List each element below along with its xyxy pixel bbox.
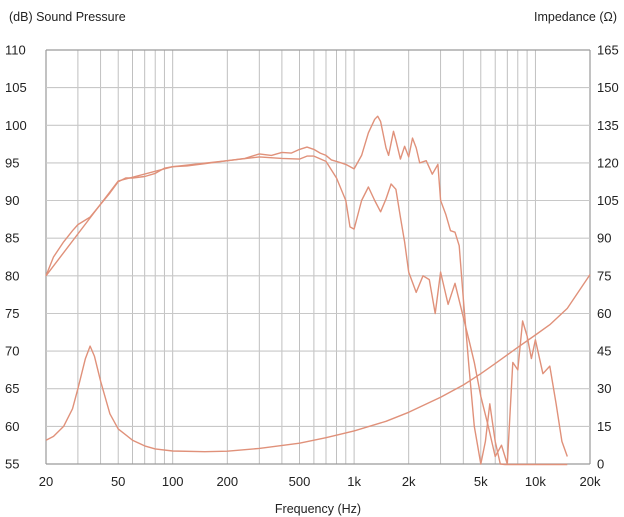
y-right-tick-label: 0 (597, 457, 604, 472)
y-right-tick-label: 90 (597, 231, 611, 246)
y-right-tick-label: 135 (597, 118, 619, 133)
y-left-tick-label: 75 (5, 306, 19, 321)
y-left-tick-label: 85 (5, 231, 19, 246)
y-right-tick-label: 75 (597, 268, 611, 283)
x-tick-label: 100 (162, 474, 184, 489)
x-tick-label: 20k (580, 474, 601, 489)
left-axis-title: (dB) Sound Pressure (9, 10, 126, 24)
y-left-tick-label: 80 (5, 268, 19, 283)
vertical-grid (45, 50, 591, 464)
y-right-tick-label: 45 (597, 344, 611, 359)
y-left-tick-label: 90 (5, 193, 19, 208)
y-right-tick-label: 60 (597, 306, 611, 321)
tick-labels: 1101051009590858075706560551651501351201… (5, 43, 619, 490)
x-tick-label: 5k (474, 474, 488, 489)
x-tick-label: 20 (39, 474, 53, 489)
y-left-tick-label: 60 (5, 419, 19, 434)
y-left-tick-label: 95 (5, 155, 19, 170)
y-left-tick-label: 55 (5, 457, 19, 472)
x-tick-label: 2k (402, 474, 416, 489)
y-left-tick-label: 100 (5, 118, 27, 133)
x-tick-label: 10k (525, 474, 546, 489)
y-right-tick-label: 150 (597, 80, 619, 95)
x-axis-title: Frequency (Hz) (275, 502, 361, 516)
y-left-tick-label: 110 (5, 43, 26, 58)
y-left-tick-label: 105 (5, 80, 27, 95)
y-right-tick-label: 15 (597, 419, 611, 434)
horizontal-grid (46, 49, 590, 465)
y-left-tick-label: 70 (5, 344, 19, 359)
x-tick-label: 50 (111, 474, 125, 489)
curves (45, 115, 591, 466)
x-tick-label: 200 (216, 474, 238, 489)
x-tick-label: 500 (289, 474, 311, 489)
x-tick-label: 1k (347, 474, 361, 489)
y-right-tick-label: 30 (597, 381, 611, 396)
y-right-tick-label: 120 (597, 155, 619, 170)
spl-curve-1 (45, 115, 568, 466)
y-right-tick-label: 105 (597, 193, 619, 208)
spl-curve-2 (45, 155, 568, 465)
right-axis-title: Impedance (Ω) (534, 10, 617, 24)
y-right-tick-label: 165 (597, 43, 619, 58)
impedance-curve (45, 274, 591, 453)
y-left-tick-label: 65 (5, 381, 19, 396)
